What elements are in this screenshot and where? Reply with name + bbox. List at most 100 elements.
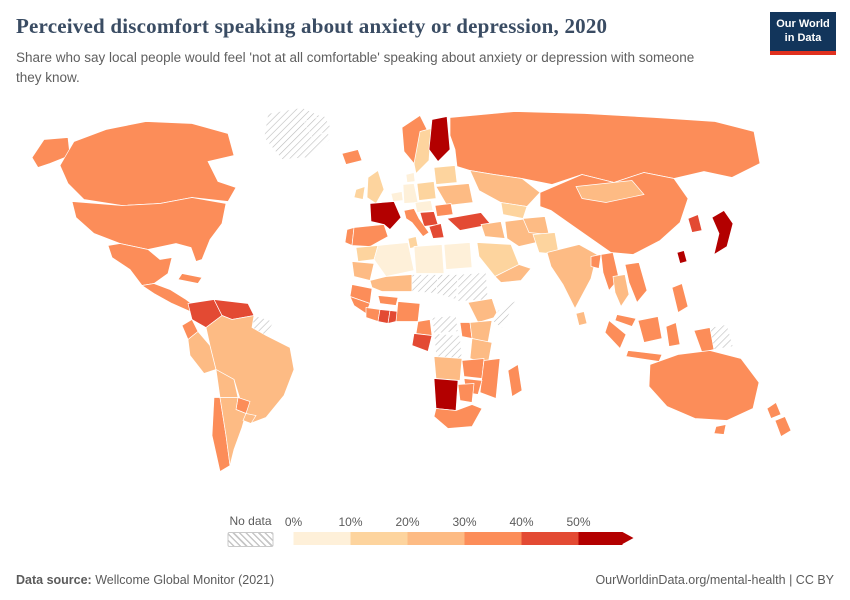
- country-cameroon[interactable]: [415, 319, 433, 336]
- country-malaysia[interactable]: [614, 314, 637, 327]
- owid-logo[interactable]: Our World in Data: [770, 12, 836, 55]
- country-india[interactable]: [546, 244, 598, 310]
- country-syria-iraq[interactable]: [480, 221, 506, 239]
- country-svalbard[interactable]: [303, 115, 333, 138]
- country-australia[interactable]: [648, 350, 760, 421]
- footer-right: OurWorldinData.org/mental-health | CC BY: [595, 573, 834, 587]
- country-russia[interactable]: [449, 111, 761, 185]
- country-burkina-faso[interactable]: [377, 295, 399, 306]
- country-yemen-oman[interactable]: [494, 264, 532, 283]
- owid-logo-line1: Our World: [776, 18, 830, 30]
- country-ivory-coast[interactable]: [365, 307, 381, 322]
- country-chad[interactable]: [435, 274, 459, 300]
- country-finland[interactable]: [428, 116, 451, 163]
- country-kazakhstan[interactable]: [469, 170, 541, 207]
- legend-no-data-swatch[interactable]: [227, 532, 274, 547]
- legend-no-data-group: No data: [227, 514, 274, 547]
- country-brazil[interactable]: [205, 315, 295, 424]
- chart-footer: Data source: Wellcome Global Monitor (20…: [16, 573, 834, 587]
- country-united-states[interactable]: [71, 197, 227, 262]
- country-germany[interactable]: [402, 183, 419, 204]
- country-mongolia[interactable]: [575, 180, 645, 203]
- legend-segment[interactable]: 10%: [338, 515, 408, 545]
- country-iceland[interactable]: [341, 149, 363, 165]
- legend-tick-label: 0%: [284, 515, 303, 529]
- country-romania[interactable]: [434, 203, 454, 217]
- country-indonesia-sulawesi[interactable]: [665, 322, 681, 347]
- data-source-note: Data source: Wellcome Global Monitor (20…: [16, 573, 274, 587]
- country-uruguay[interactable]: [242, 413, 257, 424]
- country-south-africa[interactable]: [433, 404, 483, 429]
- country-canada[interactable]: [59, 121, 237, 206]
- country-denmark[interactable]: [405, 172, 416, 183]
- country-zambia[interactable]: [461, 358, 485, 379]
- country-poland[interactable]: [416, 181, 437, 201]
- country-nigeria[interactable]: [395, 301, 421, 322]
- country-baltics-belarus[interactable]: [433, 165, 458, 185]
- legend-color-bar[interactable]: 0% 10% 20% 30% 40% 50%: [285, 515, 634, 545]
- country-niger[interactable]: [411, 274, 439, 294]
- country-bangladesh[interactable]: [590, 254, 602, 269]
- country-cuba[interactable]: [177, 273, 203, 284]
- country-mali[interactable]: [369, 274, 413, 292]
- chart-subtitle: Share who say local people would feel 'n…: [16, 50, 695, 85]
- country-sri-lanka[interactable]: [575, 311, 588, 326]
- country-japan[interactable]: [711, 210, 734, 256]
- country-greece[interactable]: [428, 223, 445, 239]
- country-ireland[interactable]: [353, 185, 366, 200]
- country-egypt[interactable]: [443, 242, 473, 270]
- country-indonesia-java[interactable]: [625, 350, 663, 362]
- data-source-label: Data source:: [16, 573, 92, 587]
- country-ukraine[interactable]: [435, 183, 474, 206]
- country-mauritania[interactable]: [351, 261, 375, 281]
- country-libya[interactable]: [413, 244, 445, 274]
- country-czech-austria[interactable]: [414, 200, 434, 213]
- country-vietnam-laos[interactable]: [624, 262, 648, 304]
- country-angola[interactable]: [433, 356, 463, 381]
- country-somalia[interactable]: [491, 299, 517, 330]
- country-south-korea[interactable]: [687, 214, 703, 233]
- country-new-zealand-north[interactable]: [766, 401, 782, 419]
- country-indonesia-sumatra[interactable]: [604, 319, 627, 350]
- legend-segment[interactable]: 20%: [395, 515, 465, 545]
- legend-tick-label: 10%: [338, 515, 363, 529]
- country-botswana[interactable]: [457, 383, 475, 403]
- country-madagascar[interactable]: [507, 363, 523, 398]
- data-source-text: Wellcome Global Monitor (2021): [91, 573, 275, 587]
- country-central-america[interactable]: [141, 283, 195, 312]
- legend-tick-label: 20%: [395, 515, 420, 529]
- country-belgium-netherlands[interactable]: [390, 191, 404, 202]
- country-central-african-republic[interactable]: [431, 315, 459, 334]
- owid-url-link[interactable]: OurWorldinData.org/mental-health: [595, 573, 786, 587]
- owid-logo-line2: in Data: [784, 32, 822, 45]
- country-china[interactable]: [539, 172, 689, 255]
- country-united-kingdom[interactable]: [366, 169, 385, 204]
- legend-segment[interactable]: 30%: [452, 515, 522, 545]
- country-sudan[interactable]: [457, 272, 489, 302]
- country-sweden[interactable]: [413, 128, 432, 175]
- country-new-zealand-south[interactable]: [774, 416, 792, 438]
- page-title: Perceived discomfort speaking about anxi…: [16, 14, 608, 38]
- country-papua-new-guinea[interactable]: [709, 324, 734, 350]
- legend-tick-label: 30%: [452, 515, 477, 529]
- world-map[interactable]: [10, 100, 840, 506]
- country-argentina[interactable]: [219, 397, 247, 466]
- country-thailand[interactable]: [612, 274, 630, 308]
- world-map-svg[interactable]: [10, 100, 840, 506]
- country-indonesia-borneo[interactable]: [637, 316, 663, 343]
- legend-segment[interactable]: 40%: [509, 515, 579, 545]
- country-gabon-congo[interactable]: [411, 333, 433, 352]
- country-algeria[interactable]: [373, 242, 415, 277]
- country-taiwan[interactable]: [676, 250, 688, 264]
- country-mexico[interactable]: [107, 243, 173, 286]
- legend-tick-label: 40%: [509, 515, 534, 529]
- country-spain[interactable]: [351, 224, 389, 247]
- country-dr-congo[interactable]: [433, 333, 463, 359]
- legend-segment[interactable]: 0%: [285, 515, 351, 545]
- license-text: | CC BY: [785, 573, 834, 587]
- country-namibia[interactable]: [433, 378, 459, 411]
- country-italy[interactable]: [403, 208, 430, 237]
- country-australia-tasmania[interactable]: [713, 424, 727, 435]
- legend-segment[interactable]: 50%: [566, 515, 634, 545]
- country-philippines[interactable]: [671, 283, 689, 314]
